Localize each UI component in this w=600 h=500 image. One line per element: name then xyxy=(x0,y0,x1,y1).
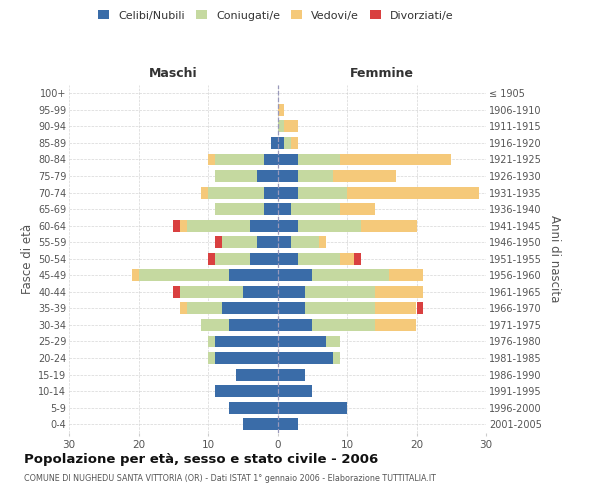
Bar xyxy=(361,220,416,232)
Legend: Celibi/Nubili, Coniugati/e, Vedovi/e, Divorziati/e: Celibi/Nubili, Coniugati/e, Vedovi/e, Di… xyxy=(96,8,456,23)
Bar xyxy=(277,385,312,397)
Bar xyxy=(277,253,298,264)
Text: Femmine: Femmine xyxy=(350,67,414,80)
Bar xyxy=(292,137,298,149)
Bar xyxy=(180,286,243,298)
Bar xyxy=(201,319,229,331)
Bar xyxy=(131,270,139,281)
Bar xyxy=(222,236,257,248)
Bar xyxy=(250,220,277,232)
Bar xyxy=(416,302,424,314)
Bar xyxy=(277,120,284,132)
Bar xyxy=(236,368,277,380)
Bar xyxy=(277,170,298,182)
Bar xyxy=(277,270,312,281)
Bar xyxy=(215,154,263,166)
Bar xyxy=(180,302,187,314)
Bar xyxy=(250,253,277,264)
Bar xyxy=(277,154,298,166)
Bar xyxy=(201,186,208,198)
Bar xyxy=(208,253,215,264)
Bar xyxy=(208,336,215,347)
Bar xyxy=(347,186,479,198)
Bar xyxy=(326,336,340,347)
Bar xyxy=(263,203,277,215)
Bar xyxy=(187,220,250,232)
Bar xyxy=(263,186,277,198)
Bar xyxy=(340,203,375,215)
Bar xyxy=(277,104,284,116)
Bar xyxy=(173,286,180,298)
Bar xyxy=(277,286,305,298)
Bar xyxy=(208,352,215,364)
Bar xyxy=(277,352,333,364)
Bar xyxy=(305,302,375,314)
Bar xyxy=(187,302,222,314)
Bar xyxy=(277,220,298,232)
Bar xyxy=(257,236,277,248)
Bar xyxy=(180,220,187,232)
Bar xyxy=(215,203,263,215)
Bar xyxy=(208,186,263,198)
Bar xyxy=(215,385,277,397)
Bar xyxy=(229,270,277,281)
Bar xyxy=(263,154,277,166)
Bar xyxy=(292,203,340,215)
Bar xyxy=(277,236,292,248)
Bar xyxy=(298,154,340,166)
Bar xyxy=(215,336,277,347)
Bar xyxy=(375,319,416,331)
Bar xyxy=(222,302,277,314)
Bar xyxy=(243,418,277,430)
Bar xyxy=(277,418,298,430)
Bar xyxy=(298,186,347,198)
Bar xyxy=(215,253,250,264)
Bar xyxy=(354,253,361,264)
Y-axis label: Anni di nascita: Anni di nascita xyxy=(548,215,561,302)
Bar xyxy=(229,402,277,413)
Bar xyxy=(375,302,416,314)
Bar xyxy=(277,203,292,215)
Bar xyxy=(277,368,305,380)
Bar xyxy=(215,236,222,248)
Bar xyxy=(173,220,180,232)
Bar xyxy=(305,286,375,298)
Bar xyxy=(229,319,277,331)
Bar xyxy=(298,170,333,182)
Bar xyxy=(215,352,277,364)
Bar xyxy=(277,402,347,413)
Bar xyxy=(333,170,395,182)
Bar xyxy=(284,120,298,132)
Text: Popolazione per età, sesso e stato civile - 2006: Popolazione per età, sesso e stato civil… xyxy=(24,454,378,466)
Bar xyxy=(292,236,319,248)
Bar xyxy=(389,270,424,281)
Bar xyxy=(277,302,305,314)
Bar xyxy=(340,154,451,166)
Bar xyxy=(319,236,326,248)
Bar xyxy=(375,286,424,298)
Bar xyxy=(277,137,284,149)
Bar xyxy=(277,186,298,198)
Y-axis label: Fasce di età: Fasce di età xyxy=(20,224,34,294)
Bar xyxy=(298,220,361,232)
Bar xyxy=(277,319,312,331)
Bar xyxy=(277,336,326,347)
Bar xyxy=(215,170,257,182)
Bar xyxy=(298,253,340,264)
Bar xyxy=(257,170,277,182)
Text: COMUNE DI NUGHEDU SANTA VITTORIA (OR) - Dati ISTAT 1° gennaio 2006 - Elaborazion: COMUNE DI NUGHEDU SANTA VITTORIA (OR) - … xyxy=(24,474,436,483)
Bar xyxy=(312,270,389,281)
Bar xyxy=(271,137,277,149)
Bar xyxy=(139,270,229,281)
Bar xyxy=(243,286,277,298)
Bar xyxy=(208,154,215,166)
Bar xyxy=(312,319,375,331)
Text: Maschi: Maschi xyxy=(149,67,197,80)
Bar xyxy=(333,352,340,364)
Bar xyxy=(340,253,354,264)
Bar xyxy=(284,137,292,149)
